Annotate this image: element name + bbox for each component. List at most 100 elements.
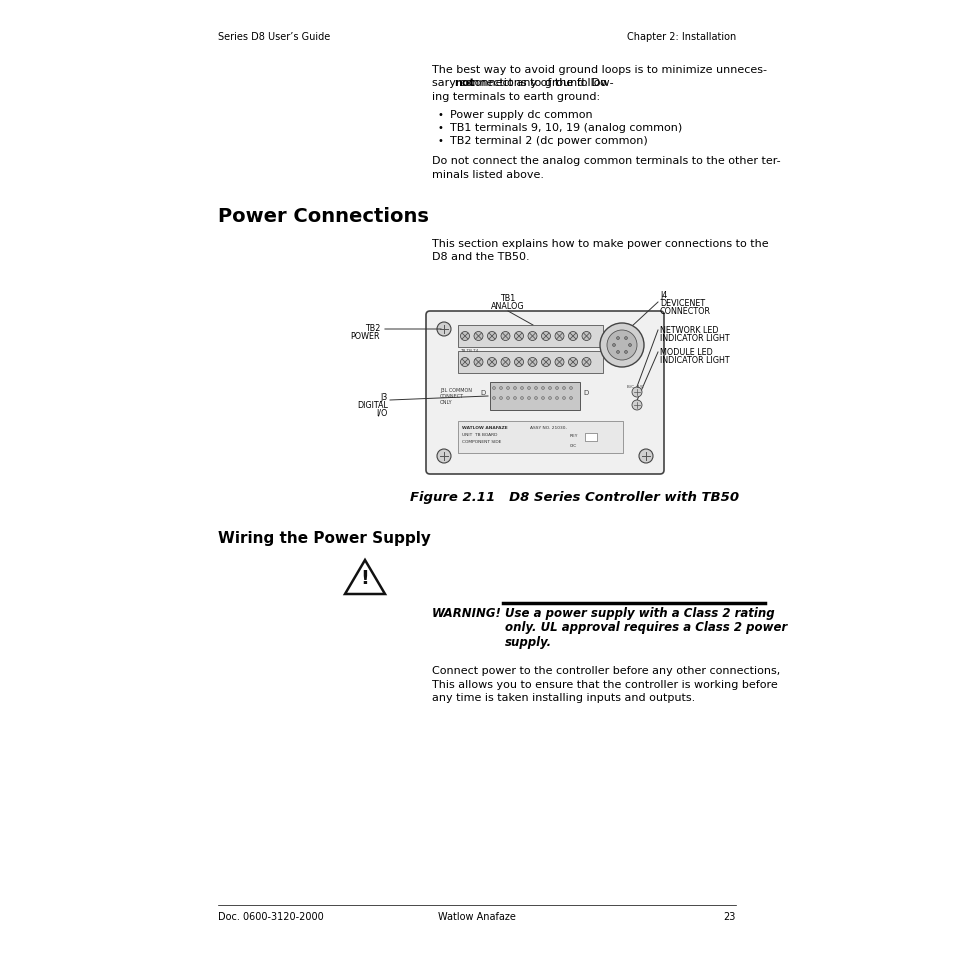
- Circle shape: [436, 450, 451, 463]
- Circle shape: [460, 358, 469, 367]
- Circle shape: [631, 400, 641, 411]
- Circle shape: [555, 333, 563, 341]
- Circle shape: [541, 397, 544, 400]
- Polygon shape: [345, 560, 385, 595]
- Text: NETWORK LED: NETWORK LED: [659, 326, 718, 335]
- Text: B/C  B/C: B/C B/C: [626, 385, 643, 389]
- Text: UNIT  TB BOARD: UNIT TB BOARD: [461, 433, 497, 436]
- Circle shape: [628, 344, 631, 347]
- Circle shape: [492, 397, 495, 400]
- Circle shape: [606, 331, 637, 360]
- Text: DIGITAL: DIGITAL: [356, 400, 388, 410]
- Circle shape: [499, 387, 502, 390]
- Text: CONNECT: CONNECT: [439, 394, 464, 398]
- Text: WATLOW ANAFAZE: WATLOW ANAFAZE: [461, 426, 507, 430]
- Text: Figure 2.11   D8 Series Controller with TB50: Figure 2.11 D8 Series Controller with TB…: [410, 491, 739, 503]
- Text: any time is taken installing inputs and outputs.: any time is taken installing inputs and …: [432, 693, 695, 702]
- Text: 23: 23: [723, 911, 735, 921]
- Text: only. UL approval requires a Class 2 power: only. UL approval requires a Class 2 pow…: [504, 620, 786, 634]
- FancyBboxPatch shape: [426, 312, 663, 475]
- Text: Power Connections: Power Connections: [218, 207, 429, 226]
- Text: •: •: [437, 110, 443, 119]
- Circle shape: [492, 387, 495, 390]
- Text: This section explains how to make power connections to the: This section explains how to make power …: [432, 239, 768, 249]
- Circle shape: [541, 333, 550, 341]
- Circle shape: [474, 358, 482, 367]
- Text: This allows you to ensure that the controller is working before: This allows you to ensure that the contr…: [432, 679, 777, 689]
- Circle shape: [514, 333, 523, 341]
- Circle shape: [499, 397, 502, 400]
- Circle shape: [581, 358, 590, 367]
- Text: TB TB T4: TB TB T4: [459, 349, 477, 353]
- Circle shape: [555, 358, 563, 367]
- Circle shape: [436, 323, 451, 336]
- Text: POWER: POWER: [350, 332, 379, 340]
- Circle shape: [527, 397, 530, 400]
- Text: Wiring the Power Supply: Wiring the Power Supply: [218, 531, 431, 545]
- Circle shape: [527, 358, 537, 367]
- Circle shape: [616, 337, 618, 340]
- Text: TB1 terminals 9, 10, 19 (analog common): TB1 terminals 9, 10, 19 (analog common): [450, 123, 681, 132]
- Circle shape: [568, 358, 577, 367]
- Circle shape: [562, 387, 565, 390]
- Text: 0/C: 0/C: [569, 443, 577, 448]
- Circle shape: [500, 358, 510, 367]
- Text: WARNING!: WARNING!: [432, 606, 501, 619]
- Circle shape: [639, 450, 652, 463]
- Circle shape: [599, 324, 643, 368]
- Circle shape: [513, 397, 516, 400]
- Text: !: !: [360, 568, 369, 587]
- Text: supply.: supply.: [504, 636, 552, 648]
- Circle shape: [460, 333, 469, 341]
- Circle shape: [568, 333, 577, 341]
- Text: D: D: [582, 390, 588, 395]
- Circle shape: [474, 333, 482, 341]
- Circle shape: [527, 387, 530, 390]
- Circle shape: [534, 397, 537, 400]
- Text: TB2 terminal 2 (dc power common): TB2 terminal 2 (dc power common): [450, 136, 647, 147]
- Text: I/O: I/O: [376, 409, 388, 417]
- Circle shape: [487, 358, 496, 367]
- Text: DEVICENET: DEVICENET: [659, 298, 704, 308]
- Bar: [457, 352, 602, 374]
- Text: INDICATOR LIGHT: INDICATOR LIGHT: [659, 334, 729, 343]
- Text: REY: REY: [569, 434, 578, 437]
- Text: Power supply dc common: Power supply dc common: [450, 110, 592, 119]
- Circle shape: [541, 358, 550, 367]
- Bar: [584, 434, 597, 441]
- Text: COMPONENT SIDE: COMPONENT SIDE: [461, 439, 501, 443]
- Text: ing terminals to earth ground:: ing terminals to earth ground:: [432, 91, 599, 102]
- Text: Use a power supply with a Class 2 rating: Use a power supply with a Class 2 rating: [504, 606, 774, 619]
- Text: D: D: [479, 390, 485, 395]
- Text: Chapter 2: Installation: Chapter 2: Installation: [626, 32, 735, 42]
- Text: The best way to avoid ground loops is to minimize unneces-: The best way to avoid ground loops is to…: [432, 65, 766, 75]
- Text: •: •: [437, 123, 443, 132]
- Text: minals listed above.: minals listed above.: [432, 170, 543, 179]
- Bar: [457, 421, 622, 454]
- Circle shape: [555, 387, 558, 390]
- Text: J3L COMMON: J3L COMMON: [439, 388, 472, 393]
- Text: D8 and the TB50.: D8 and the TB50.: [432, 253, 529, 262]
- Circle shape: [513, 387, 516, 390]
- Text: Do not connect the analog common terminals to the other ter-: Do not connect the analog common termina…: [432, 156, 780, 166]
- Text: J4: J4: [659, 291, 666, 299]
- Circle shape: [624, 351, 627, 355]
- Text: sary connections to ground. Do: sary connections to ground. Do: [432, 78, 606, 89]
- Circle shape: [612, 344, 615, 347]
- Circle shape: [562, 397, 565, 400]
- Circle shape: [631, 388, 641, 397]
- Text: •: •: [437, 136, 443, 147]
- Circle shape: [569, 387, 572, 390]
- Circle shape: [624, 337, 627, 340]
- Circle shape: [569, 397, 572, 400]
- Text: TB1: TB1: [500, 294, 515, 303]
- Text: ASSY NO. 21030-: ASSY NO. 21030-: [530, 426, 566, 430]
- Text: INDICATOR LIGHT: INDICATOR LIGHT: [659, 355, 729, 365]
- Circle shape: [548, 397, 551, 400]
- Circle shape: [555, 397, 558, 400]
- Circle shape: [541, 387, 544, 390]
- Circle shape: [534, 387, 537, 390]
- Circle shape: [527, 333, 537, 341]
- Circle shape: [581, 333, 590, 341]
- Circle shape: [487, 333, 496, 341]
